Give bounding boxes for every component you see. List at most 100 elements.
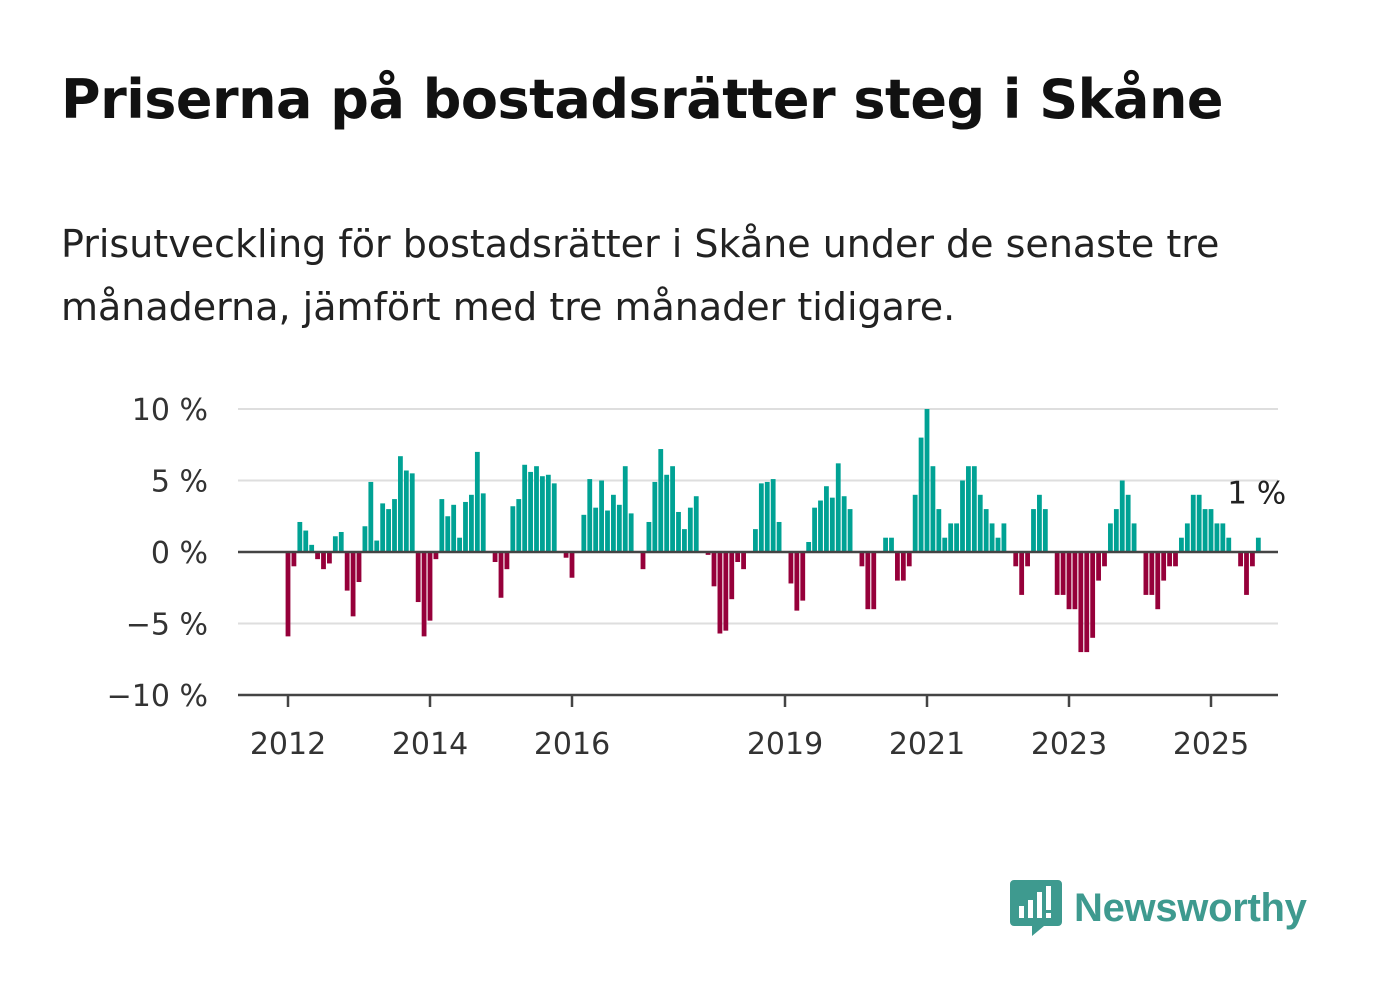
bar [794, 552, 800, 611]
bar [1042, 509, 1048, 552]
bar [344, 552, 350, 591]
bar [818, 500, 823, 552]
bar [1220, 523, 1226, 552]
chart-subtitle: Prisutveckling för bostadsrätter i Skåne… [61, 222, 1220, 329]
bar [859, 552, 865, 567]
bar [723, 552, 729, 631]
bar [599, 480, 604, 552]
bar [605, 510, 610, 552]
bar [551, 483, 557, 552]
bar [1090, 552, 1096, 638]
bar [966, 466, 971, 552]
bar [693, 496, 699, 552]
bar [788, 552, 794, 584]
bar [403, 470, 409, 552]
bar [1113, 509, 1119, 552]
bar [676, 511, 681, 552]
bar [918, 437, 924, 552]
axes [238, 550, 1278, 697]
y-tick-label: 5 % [151, 465, 208, 500]
bar [622, 466, 628, 552]
bar [534, 466, 539, 552]
bar [942, 537, 948, 552]
bar [1013, 552, 1019, 567]
bar [883, 537, 888, 552]
bar [611, 494, 616, 552]
bar [835, 463, 841, 552]
bar [504, 552, 510, 570]
bar [516, 499, 522, 552]
bar [1143, 552, 1149, 595]
bar [977, 494, 983, 552]
x-tick-label: 2016 [534, 727, 610, 762]
x-tick-label: 2025 [1173, 727, 1249, 762]
bar [1096, 552, 1101, 581]
bar [829, 497, 835, 552]
y-tick-label: −5 % [126, 608, 208, 643]
bars [285, 409, 1261, 653]
bar [930, 466, 936, 552]
bar [1149, 552, 1155, 595]
bar [770, 479, 776, 552]
bar [616, 504, 622, 552]
y-tick-label: −10 % [107, 679, 208, 714]
bar [717, 552, 723, 634]
bar [865, 552, 871, 610]
bar [1161, 552, 1167, 581]
bar [327, 552, 332, 564]
bar [374, 540, 380, 552]
bar [1108, 523, 1113, 552]
x-tick-label: 2012 [250, 727, 326, 762]
bar [753, 529, 758, 552]
newsworthy-logo-icon [1010, 880, 1062, 936]
latest-value-annotation: 1 % [1227, 476, 1286, 512]
bar [983, 509, 989, 552]
bar [741, 552, 746, 570]
y-tick-label: 10 % [132, 393, 208, 428]
bar [409, 473, 415, 552]
brand-name: Newsworthy [1074, 885, 1307, 930]
bar [889, 537, 894, 552]
bar [522, 464, 528, 552]
bar [1078, 552, 1084, 653]
bar [640, 552, 646, 570]
bar [439, 499, 445, 552]
bar [1179, 537, 1184, 552]
bar [1125, 494, 1131, 552]
x-tick-label: 2023 [1031, 727, 1107, 762]
bar [948, 523, 954, 552]
bar [895, 552, 900, 581]
bar [315, 552, 320, 560]
bar [628, 513, 634, 552]
y-tick-label: 0 % [151, 536, 208, 571]
bar [1072, 552, 1078, 610]
bar [321, 552, 326, 570]
chart-title: Priserna på bostadsrätter steg i Skåne [61, 68, 1224, 131]
bar [924, 409, 930, 552]
bar [841, 496, 847, 552]
bar [664, 474, 670, 552]
bar [1025, 552, 1030, 567]
bar [729, 552, 735, 600]
bar [563, 552, 569, 558]
x-tick-label: 2019 [747, 727, 823, 762]
bar [705, 552, 711, 555]
bar [540, 476, 545, 552]
bar [1019, 552, 1025, 595]
bar [1244, 552, 1249, 595]
y-axis-ticks: 10 % 5 % 0 % −5 % −10 % [107, 393, 208, 714]
bar [1060, 552, 1066, 595]
bar [1155, 552, 1161, 610]
bar [658, 449, 664, 552]
bar [1102, 552, 1107, 567]
bar [587, 479, 593, 552]
bar [498, 552, 504, 598]
bar [332, 536, 338, 552]
bar [900, 552, 906, 581]
bar [776, 521, 782, 552]
bar [380, 503, 386, 552]
bar [971, 466, 977, 552]
bar [687, 507, 693, 552]
bar [392, 499, 397, 552]
